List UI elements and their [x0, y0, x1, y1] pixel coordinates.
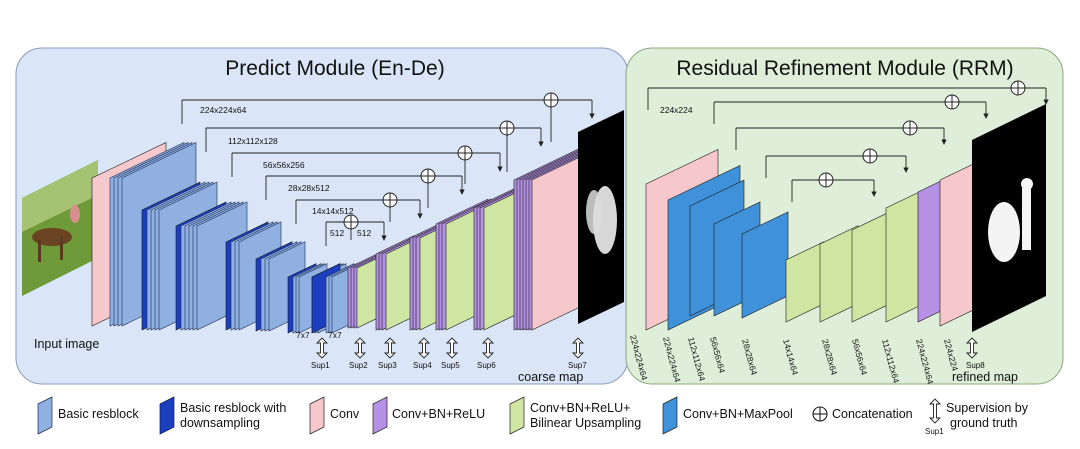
legend-swatch-conv-bn-maxpool [662, 396, 678, 435]
concat-symbol [1010, 80, 1026, 96]
coarse-map-label: coarse map [518, 370, 583, 384]
skip-connections [181, 80, 1049, 246]
legend-conv-bn-relu: Conv+BN+ReLU [392, 407, 485, 421]
sup-label-2: Sup2 [349, 361, 368, 370]
legend-swatch-resblock [37, 396, 53, 435]
supervision-icon [928, 398, 942, 424]
skip-label-56: 56x56x256 [263, 160, 305, 170]
legend-conv: Conv [330, 407, 360, 421]
sup-label-7: Sup7 [568, 361, 587, 370]
supervision-arrow-icon [445, 337, 459, 359]
concat-symbol [457, 145, 473, 161]
supervision-arrow-icon [481, 337, 495, 359]
concat-symbol [499, 120, 515, 136]
bridge-label-2: 7x7 [328, 330, 342, 340]
legend-supervision-1: Supervision by [946, 401, 1029, 415]
refine-module-title: Residual Refinement Module (RRM) [676, 57, 1013, 80]
concat-symbol [343, 214, 359, 230]
skip-label-112: 112x112x128 [228, 136, 278, 146]
concat-symbol [543, 92, 559, 108]
rrm-top-label: 224x224 [660, 105, 693, 115]
skip-label-28: 28x28x512 [288, 183, 330, 193]
legend-conv-bn-relu-up-1: Conv+BN+ReLU+ [530, 401, 630, 415]
skip-label-512b: 512 [357, 228, 371, 238]
coarse-map-image [578, 110, 624, 324]
legend-swatch-conv-bn-relu-up [509, 396, 525, 435]
sup-label-8: Sup8 [966, 361, 985, 370]
input-image-label: Input image [34, 337, 99, 351]
legend-supervision-2: ground truth [950, 416, 1017, 430]
skip-label-14: 14x14x512 [312, 206, 354, 216]
concat-symbol [818, 172, 834, 188]
skip-label-512a: 512 [330, 228, 344, 238]
concat-symbol [944, 94, 960, 110]
supervision-arrow-icon [315, 337, 329, 359]
legend: Basic resblock Basic resblock with downs… [37, 396, 1029, 436]
refined-map-label: refined map [952, 370, 1018, 384]
bridge-label-1: 7x7 [296, 330, 310, 340]
supervision-arrow-icon [353, 337, 367, 359]
legend-basic-resblock-ds-2: downsampling [180, 416, 260, 430]
concat-symbol [902, 120, 918, 136]
legend-concatenation: Concatenation [832, 407, 913, 421]
sup-label-3: Sup3 [378, 361, 397, 370]
concat-symbol [382, 192, 398, 208]
supervision-arrows [315, 337, 979, 359]
sup-label-4: Sup4 [413, 361, 432, 370]
legend-conv-bn-relu-up-2: Bilinear Upsampling [530, 416, 641, 430]
sup-label-1: Sup1 [311, 361, 330, 370]
refined-map-image [972, 104, 1046, 332]
legend-basic-resblock: Basic resblock [58, 407, 139, 421]
sup-label-5: Sup5 [441, 361, 460, 370]
input-image-thumbnail [22, 160, 98, 296]
predict-module-title: Predict Module (En-De) [225, 57, 444, 80]
sup-label-6: Sup6 [477, 361, 496, 370]
supervision-arrow-icon [383, 337, 397, 359]
legend-basic-resblock-ds-1: Basic resblock with [180, 401, 286, 415]
concat-symbol [420, 168, 436, 184]
supervision-arrow-icon [417, 337, 431, 359]
concat-icon [812, 406, 828, 422]
legend-swatch-conv [309, 396, 325, 435]
legend-supervision-sub: Sup1 [925, 427, 944, 436]
legend-swatch-conv-bn-relu [372, 396, 388, 435]
skip-label-224: 224x224x64 [200, 105, 247, 115]
concat-symbol [862, 148, 878, 164]
supervision-arrow-icon [965, 337, 979, 359]
supervision-arrow-icon [571, 337, 585, 359]
legend-swatch-resblock-ds [159, 396, 175, 435]
legend-conv-bn-maxpool: Conv+BN+MaxPool [683, 407, 793, 421]
